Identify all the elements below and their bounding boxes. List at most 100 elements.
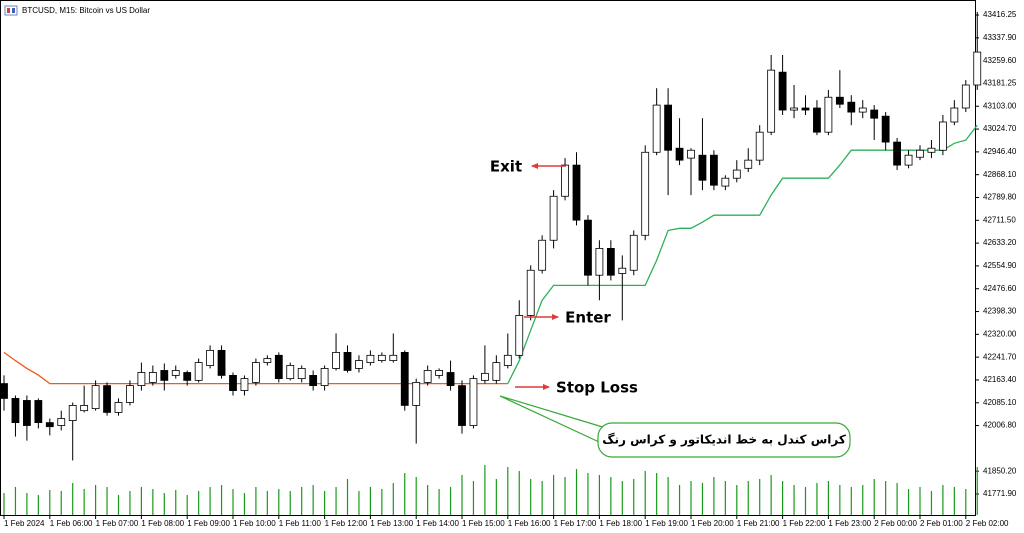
candle-body xyxy=(870,109,879,119)
candle-body xyxy=(904,154,913,166)
x-tick-label: 2 Feb 02:00 xyxy=(966,519,1009,528)
candle-body xyxy=(881,115,890,143)
y-tick-label: 42476.60 xyxy=(983,284,1017,293)
candle-body xyxy=(423,370,432,383)
y-tick-label: 42320.00 xyxy=(983,329,1017,338)
candle-body xyxy=(297,368,306,380)
candle-body xyxy=(721,177,730,187)
y-tick-label: 42633.20 xyxy=(983,238,1017,247)
candle-body xyxy=(916,149,924,158)
candle-body xyxy=(309,375,318,387)
candle-body xyxy=(229,375,237,391)
x-tick-label: 1 Feb 07:00 xyxy=(96,519,139,528)
candle-body xyxy=(572,164,581,221)
icon-bar xyxy=(12,8,15,13)
candle-body xyxy=(664,104,672,151)
candle-body xyxy=(732,169,741,179)
candle-body xyxy=(526,269,535,316)
candle-body xyxy=(961,84,970,109)
exit-label: Exit xyxy=(490,158,522,176)
y-tick-label: 42946.40 xyxy=(983,147,1017,156)
candle-body xyxy=(480,372,489,381)
x-tick-label: 1 Feb 14:00 xyxy=(416,519,459,528)
y-tick-label: 43416.25 xyxy=(983,10,1017,19)
candle-body xyxy=(698,154,707,181)
candle-body xyxy=(469,378,478,426)
candle-body xyxy=(503,354,512,366)
candle-body xyxy=(755,131,764,161)
candle-body xyxy=(355,360,363,369)
candle-body xyxy=(435,370,444,376)
candle-body xyxy=(893,141,901,166)
candle-body xyxy=(687,149,695,159)
candle-body xyxy=(148,372,157,383)
candle-body xyxy=(446,372,455,387)
candle-body xyxy=(366,354,375,363)
candle-body xyxy=(400,352,409,406)
candle-body xyxy=(126,385,134,403)
candle-body xyxy=(710,154,718,186)
y-tick-label: 43181.25 xyxy=(983,79,1017,88)
candle-body xyxy=(22,400,31,426)
candle-body xyxy=(34,400,43,424)
candle-body xyxy=(641,151,650,236)
candle-body xyxy=(183,372,192,381)
candle-body xyxy=(492,362,501,381)
candle-body xyxy=(801,107,810,111)
candle-body xyxy=(389,354,398,361)
x-tick-label: 1 Feb 18:00 xyxy=(599,519,642,528)
y-tick-label: 41771.90 xyxy=(983,489,1017,498)
candle-body xyxy=(57,418,66,426)
y-tick-label: 42241.70 xyxy=(983,352,1017,361)
candle-body xyxy=(103,385,111,413)
candle-body xyxy=(973,51,982,86)
stop-loss-label: Stop Loss xyxy=(556,379,638,397)
candle-body xyxy=(675,147,684,161)
candle-body xyxy=(835,96,844,105)
y-tick-label: 42006.80 xyxy=(983,421,1017,430)
x-tick-label: 1 Feb 22:00 xyxy=(783,519,826,528)
x-tick-label: 1 Feb 06:00 xyxy=(50,519,93,528)
x-tick-label: 1 Feb 21:00 xyxy=(737,519,780,528)
x-tick-label: 1 Feb 16:00 xyxy=(508,519,551,528)
candle-body xyxy=(858,107,867,113)
y-tick-label: 42711.50 xyxy=(983,215,1016,224)
x-tick-label: 1 Feb 20:00 xyxy=(691,519,734,528)
arrowhead xyxy=(543,384,550,390)
candle-body xyxy=(606,248,615,276)
candle-body xyxy=(790,107,798,111)
x-tick-label: 1 Feb 11:00 xyxy=(279,519,322,528)
candle-body xyxy=(240,378,249,391)
candle-body xyxy=(137,372,146,387)
callout-box xyxy=(597,422,851,458)
candle-body xyxy=(412,382,421,406)
y-tick-label: 43259.60 xyxy=(983,56,1017,65)
candle-body xyxy=(767,69,776,133)
x-tick-label: 1 Feb 2024 xyxy=(4,519,45,528)
candle-body xyxy=(561,164,569,197)
candle-body xyxy=(629,234,638,271)
symbol-icon xyxy=(4,5,18,16)
candle-body xyxy=(343,352,352,371)
candle-body xyxy=(538,239,547,271)
candle-body xyxy=(274,354,283,380)
candle-body xyxy=(320,368,329,387)
x-tick-label: 2 Feb 00:00 xyxy=(874,519,917,528)
candle-body xyxy=(114,402,123,413)
icon-frame xyxy=(4,5,18,16)
x-tick-label: 1 Feb 13:00 xyxy=(370,519,413,528)
candle-body xyxy=(778,71,787,111)
candle-body xyxy=(618,267,627,274)
callout-text: کراس کندل به خط اندیکاتور و کراس رنگ xyxy=(602,433,846,448)
candle-body xyxy=(939,121,947,151)
x-tick-label: 1 Feb 17:00 xyxy=(554,519,597,528)
candle-body xyxy=(263,358,272,363)
candle-body xyxy=(595,248,604,276)
arrowhead xyxy=(531,163,538,169)
candle-body xyxy=(80,405,89,412)
candle-body xyxy=(251,362,260,383)
candle-body xyxy=(194,362,203,381)
candle-body xyxy=(11,398,20,424)
x-tick-label: 1 Feb 23:00 xyxy=(828,519,871,528)
